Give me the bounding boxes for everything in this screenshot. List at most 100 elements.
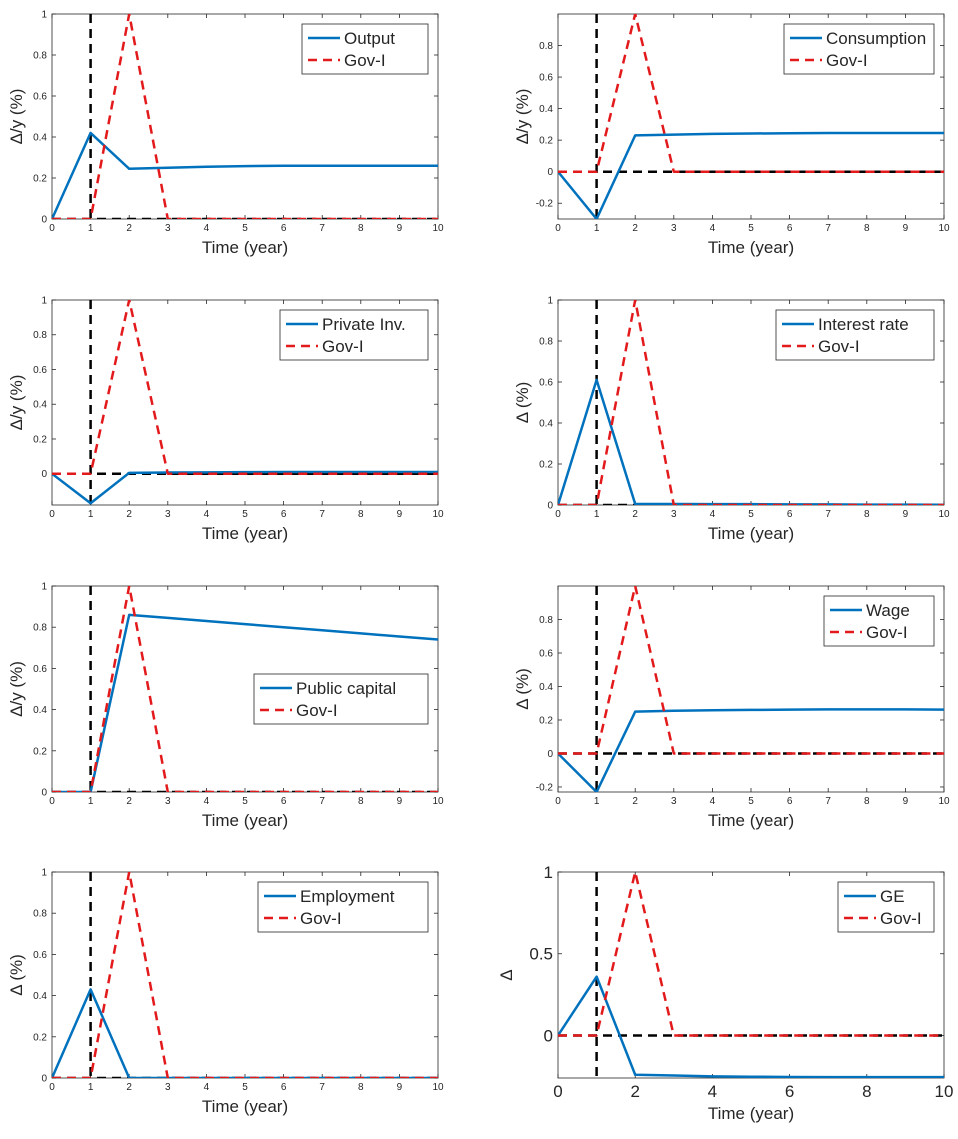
legend-box (257, 881, 429, 933)
x-tick-label: 4 (204, 1082, 210, 1093)
x-tick-label: 8 (358, 223, 364, 234)
y-tick-label: 1 (41, 582, 47, 593)
y-tick-label: 1 (547, 296, 553, 307)
x-tick-label: 8 (864, 223, 870, 234)
series-line-ge (558, 975, 944, 1078)
legend: GE Gov-I (837, 881, 935, 933)
series-line-gov-i (558, 586, 944, 755)
x-tick-label: 0 (553, 1082, 562, 1101)
legend-box (783, 23, 935, 75)
x-tick-label: 3 (165, 796, 171, 807)
x-tick-label: 4 (204, 509, 210, 520)
y-axis-label: Δ (%) (513, 382, 532, 424)
y-tick-label: 1 (544, 863, 553, 882)
y-tick-label: 0.4 (33, 705, 47, 716)
y-tick-label: 0.8 (33, 623, 47, 634)
y-tick-label: -0.2 (536, 782, 554, 793)
legend-label: Wage (866, 601, 910, 620)
series-line-consumption (558, 131, 944, 219)
y-tick-label: 0 (547, 167, 553, 178)
x-tick-label: 1 (594, 509, 600, 520)
x-tick-label: 5 (242, 509, 248, 520)
x-tick-label: 7 (319, 509, 325, 520)
x-axis-label: Time (year) (708, 238, 794, 257)
x-tick-label: 0 (49, 796, 55, 807)
x-tick-label: 2 (632, 509, 638, 520)
y-tick-label: 0.6 (539, 73, 553, 84)
x-tick-label: 1 (594, 796, 600, 807)
x-tick-label: 1 (88, 509, 94, 520)
plot-area (52, 14, 438, 219)
y-tick-label: -0.2 (536, 199, 554, 210)
x-tick-label: 0 (49, 223, 55, 234)
x-tick-label: 1 (88, 1082, 94, 1093)
y-tick-label: 0.8 (539, 41, 553, 52)
x-tick-label: 10 (432, 223, 444, 234)
x-tick-label: 5 (242, 1082, 248, 1093)
x-tick-label: 5 (242, 796, 248, 807)
y-tick-label: 0.6 (33, 664, 47, 675)
x-tick-label: 6 (787, 796, 793, 807)
x-tick-label: 5 (748, 223, 754, 234)
legend-label: Gov-I (880, 909, 922, 928)
series-line-gov-i (558, 14, 944, 173)
x-tick-label: 9 (397, 1082, 403, 1093)
x-tick-label: 2 (126, 796, 132, 807)
panel-1: 0 1 2 3 4 5 6 7 8 9 10 0 0.2 0.4 0.6 0.8 1 Time (year) Δ/y… (7, 10, 444, 258)
x-tick-label: 2 (126, 223, 132, 234)
x-tick-label: 4 (710, 509, 716, 520)
y-tick-label: 0.2 (33, 746, 47, 757)
x-tick-label: 6 (281, 1082, 287, 1093)
x-tick-label: 7 (319, 796, 325, 807)
x-tick-label: 0 (555, 223, 561, 234)
x-tick-label: 3 (671, 509, 677, 520)
x-tick-label: 4 (204, 223, 210, 234)
panel-7: 0 1 2 3 4 5 6 7 8 9 10 0 0.2 0.4 0.6 0.8 1 Time (year) Δ (… (7, 868, 444, 1117)
legend-label: Employment (300, 887, 395, 906)
x-tick-label: 2 (630, 1082, 639, 1101)
x-tick-label: 9 (397, 509, 403, 520)
y-tick-label: 0.8 (33, 51, 47, 62)
series-line-public-capital (52, 613, 438, 792)
x-tick-label: 0 (49, 509, 55, 520)
legend-label: Gov-I (818, 337, 860, 356)
legend-label: Consumption (826, 29, 926, 48)
y-tick-label: 0.2 (539, 136, 553, 147)
legend-label: Gov-I (296, 701, 338, 720)
x-tick-label: 2 (126, 509, 132, 520)
y-axis-label: Δ (%) (513, 668, 532, 710)
x-tick-label: 10 (432, 796, 444, 807)
y-tick-label: 0.4 (539, 419, 553, 430)
y-axis-label: Δ (%) (7, 954, 26, 996)
y-tick-label: 0 (544, 1026, 553, 1045)
legend-label: Gov-I (322, 337, 364, 356)
panel-4: 0 1 2 3 4 5 6 7 8 9 10 0 0.2 0.4 0.6 0.8 1 Time (year) Δ (… (513, 296, 950, 544)
legend-box (301, 23, 429, 75)
x-tick-label: 1 (88, 796, 94, 807)
y-tick-label: 0.8 (539, 615, 553, 626)
x-tick-label: 10 (432, 1082, 444, 1093)
y-tick-label: 0.2 (33, 434, 47, 445)
legend-label: Gov-I (300, 909, 342, 928)
y-tick-label: 0 (41, 215, 47, 226)
x-tick-label: 3 (165, 509, 171, 520)
y-tick-label: 0.8 (33, 330, 47, 341)
x-tick-label: 4 (710, 223, 716, 234)
y-tick-label: 0.8 (539, 337, 553, 348)
y-tick-label: 0.6 (539, 648, 553, 659)
plot-area (52, 872, 438, 1078)
legend: Interest rate Gov-I (775, 309, 935, 361)
x-axis-label: Time (year) (202, 811, 288, 830)
legend-box (837, 881, 935, 933)
x-tick-label: 0 (555, 796, 561, 807)
y-tick-label: 0.4 (539, 682, 553, 693)
y-tick-label: 0.2 (33, 174, 47, 185)
x-tick-label: 0 (49, 1082, 55, 1093)
legend-label: Gov-I (826, 51, 868, 70)
legend: Output Gov-I (301, 23, 429, 75)
x-tick-label: 4 (708, 1082, 717, 1101)
x-tick-label: 8 (862, 1082, 871, 1101)
x-axis-label: Time (year) (708, 1104, 794, 1123)
